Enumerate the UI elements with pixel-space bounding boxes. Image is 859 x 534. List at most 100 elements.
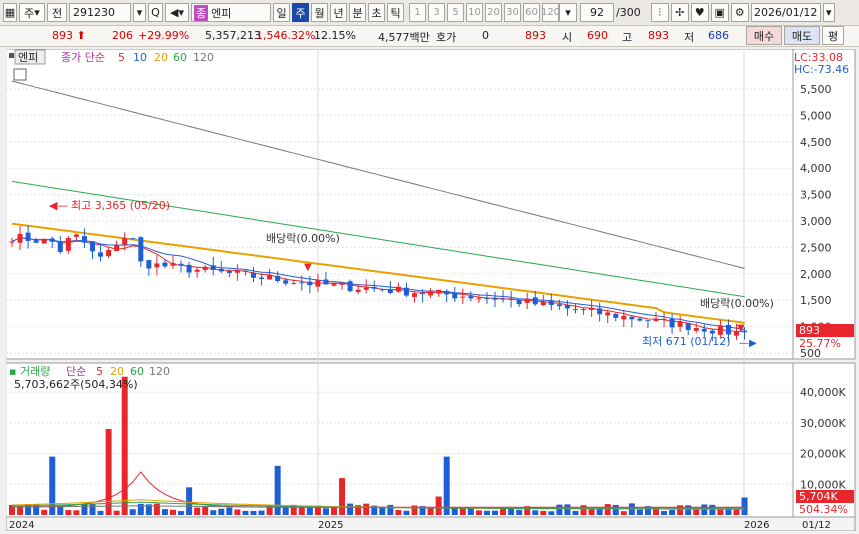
price-panel: [5, 48, 794, 360]
gear-icon[interactable]: ⚙: [730, 3, 749, 22]
candle-body: [186, 264, 192, 273]
calculator-icon[interactable]: [13, 68, 27, 81]
price-tick: 2,500: [800, 241, 832, 254]
save-icon[interactable]: ▣: [710, 3, 729, 22]
candle-body: [532, 297, 538, 305]
period-tab[interactable]: 일: [273, 3, 290, 22]
volume-bar: [25, 504, 32, 515]
vma60-label: 60: [130, 365, 144, 378]
volume-bar: [435, 496, 442, 515]
stock-code-input[interactable]: 291230: [69, 3, 131, 22]
vma5-label: 5: [96, 365, 103, 378]
price-axis: [792, 48, 856, 360]
quote-bar: 893 ⬆ 206 +29.99% 5,357,213 1,546.32% 12…: [0, 26, 859, 47]
volume-bar: [741, 497, 748, 515]
volume-bar: [97, 510, 104, 515]
interval-button[interactable]: 10: [466, 3, 483, 22]
volume-tick: 10,000K: [800, 478, 846, 491]
interval-button[interactable]: 3: [428, 3, 445, 22]
candle-body: [122, 238, 128, 245]
vma120-label: 120: [149, 365, 170, 378]
ma5-label: 5: [118, 51, 125, 64]
period-tab[interactable]: 주: [292, 3, 309, 22]
interval-button[interactable]: 1: [409, 3, 426, 22]
favorite-icon[interactable]: ♥: [690, 3, 709, 22]
volume-bar: [524, 506, 531, 515]
date-picker-icon[interactable]: ▾: [822, 3, 835, 22]
sound-icon[interactable]: ◀▾: [165, 3, 189, 22]
hoga-price: 893: [525, 29, 546, 42]
interval-button[interactable]: 20: [485, 3, 502, 22]
type-select[interactable]: 전: [47, 3, 67, 22]
date-input[interactable]: 2026/01/12: [750, 3, 821, 22]
evaluate-button[interactable]: 평: [822, 26, 844, 45]
change-percent: +29.99%: [138, 29, 190, 42]
period-tab[interactable]: 월: [311, 3, 328, 22]
candle-body: [444, 291, 450, 295]
candle-body: [162, 262, 168, 267]
candle-body: [613, 313, 619, 318]
volume-bars: [9, 376, 748, 515]
chart-area[interactable]: 5,500 5,000 4,500 4,000 3,500 3,000 2,500 2,000…: [5, 48, 859, 532]
moving-average-lines: [11, 80, 745, 332]
volume-bar: [178, 511, 185, 515]
candle-body: [363, 287, 369, 290]
candle-body: [734, 331, 739, 336]
candles: [9, 225, 748, 342]
candle-body: [371, 287, 377, 289]
period-tab[interactable]: 초: [368, 3, 385, 22]
sell-button[interactable]: 매도: [784, 26, 820, 45]
candle-body: [742, 330, 748, 333]
volume-bar: [57, 505, 64, 515]
period-tab[interactable]: 년: [330, 3, 347, 22]
volume-bar: [218, 508, 225, 515]
low-annotation: 최저 671 (01/12): [642, 335, 731, 348]
volume-bar: [339, 478, 346, 515]
volume-y-ticks: 40,000K 30,000K 20,000K 10,000K: [800, 386, 846, 491]
price-tick: 2,000: [800, 268, 832, 281]
candle-body: [387, 289, 393, 293]
vma20-label: 20: [110, 365, 124, 378]
search-icon[interactable]: Q: [148, 3, 163, 22]
candle-body: [621, 315, 627, 320]
interval-button[interactable]: 120: [541, 3, 560, 22]
volume-bar: [419, 506, 426, 515]
candle-body: [154, 263, 160, 268]
volume-bar: [653, 507, 659, 515]
interval-dropdown-icon[interactable]: ▾: [559, 3, 577, 22]
code-dropdown-icon[interactable]: ▾: [133, 3, 146, 22]
grid-icon[interactable]: ▦: [3, 3, 17, 22]
price-tick: 3,500: [800, 189, 832, 202]
buy-button[interactable]: 매수: [746, 26, 782, 45]
ma-label: 종가 단순: [61, 51, 105, 64]
candle-icon[interactable]: ⫶: [650, 3, 669, 22]
chart-canvas[interactable]: 5,500 5,000 4,500 4,000 3,500 3,000 2,500 2,000…: [5, 48, 859, 532]
stock-name-field[interactable]: 종 엔피: [191, 3, 271, 22]
volume-bar: [516, 509, 523, 515]
interval-button[interactable]: 5: [447, 3, 464, 22]
crosshair-icon[interactable]: ✢: [670, 3, 689, 22]
candle-body: [130, 238, 136, 240]
interval-button[interactable]: 30: [504, 3, 521, 22]
stock-name: 엔피: [211, 6, 232, 20]
low-arrow-icon: —▶: [739, 338, 757, 349]
panel-menu-icon[interactable]: [9, 53, 14, 58]
volume-bar: [266, 506, 273, 515]
candle-body: [484, 298, 490, 300]
dividend-marker-1: ▼: [304, 262, 312, 273]
volume-bar: [331, 506, 337, 515]
ma-line-120: [11, 80, 745, 269]
price-grid: [5, 49, 793, 517]
volume-bar: [81, 503, 88, 515]
candle-body: [540, 301, 546, 306]
period-tab[interactable]: 분: [349, 3, 366, 22]
candle-body: [452, 293, 458, 299]
interval-button[interactable]: 60: [523, 3, 540, 22]
volume-current-tag: [796, 490, 854, 503]
candle-body: [564, 304, 570, 309]
market-select[interactable]: 주 ▾: [19, 3, 45, 22]
stock-tag-box: [14, 49, 46, 65]
period-tab[interactable]: 틱: [387, 3, 404, 22]
volume-bar: [580, 505, 587, 515]
count-input[interactable]: 92: [580, 3, 614, 22]
